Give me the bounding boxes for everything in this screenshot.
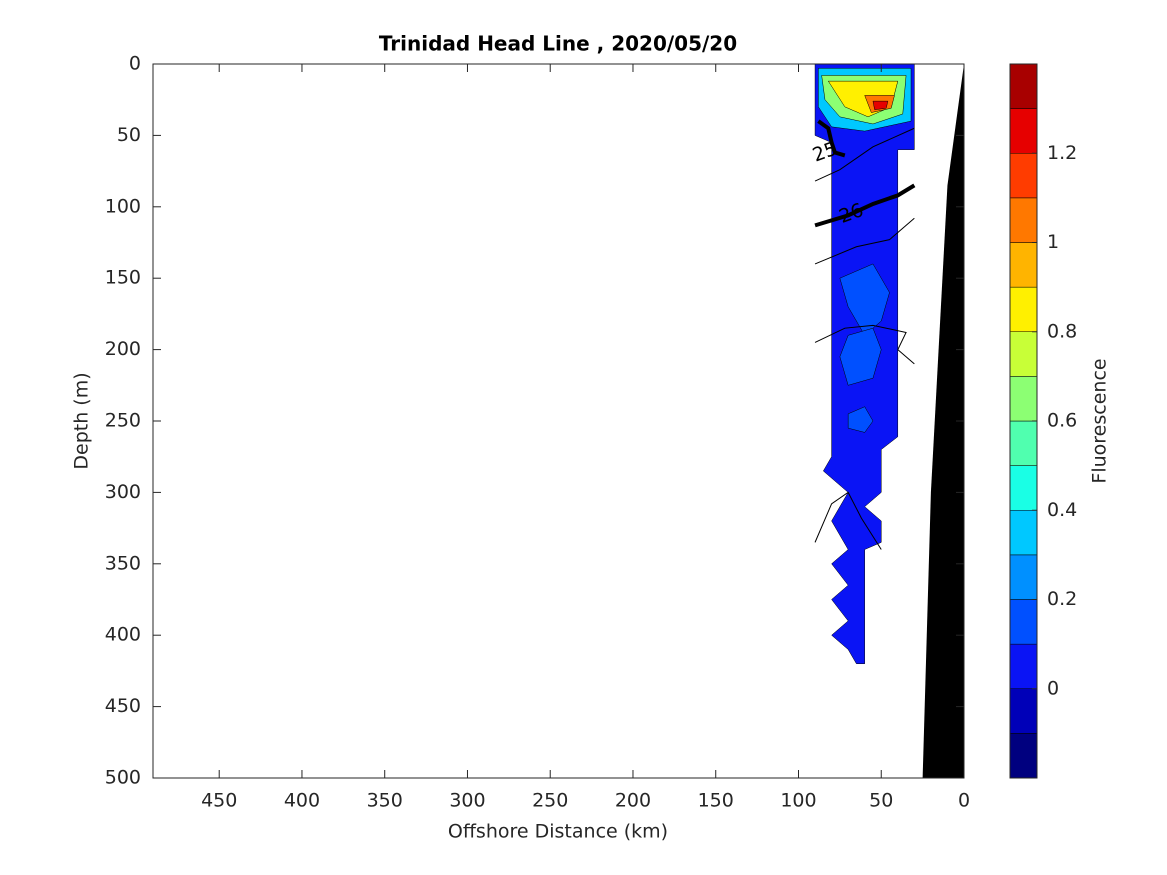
y-tick-label: 50 [117, 124, 141, 146]
y-tick-label: 0 [129, 53, 141, 75]
y-tick-label: 100 [105, 195, 141, 217]
colorbar-band [1009, 420, 1038, 466]
y-tick-label: 350 [105, 552, 141, 574]
x-tick-label: 150 [698, 790, 734, 812]
colorbar-band [1009, 242, 1038, 288]
colorbar-band [1009, 465, 1038, 511]
y-axis-label: Depth (m) [71, 372, 93, 469]
colorbar-tick-label: 0 [1047, 677, 1059, 699]
colorbar-tick-label: 1 [1047, 231, 1059, 253]
colorbar-tick-label: 1.2 [1047, 142, 1077, 164]
bathymetry [922, 64, 964, 778]
colorbar-band [1009, 733, 1038, 779]
contour-region [839, 263, 890, 336]
colorbar-band [1009, 286, 1038, 332]
colorbar-band [1009, 688, 1038, 734]
isopycnal [814, 491, 882, 550]
colorbar-band [1009, 554, 1038, 600]
colorbar-band [1009, 643, 1038, 689]
colorbar-band [1009, 331, 1038, 377]
isopycnal [814, 324, 915, 365]
colorbar-label: Fluorescence [1089, 358, 1111, 483]
colorbar-tick-label: 0.4 [1047, 499, 1077, 521]
y-tick-label: 300 [105, 481, 141, 503]
x-tick-label: 300 [449, 790, 485, 812]
colorbar-tick-label: 0.8 [1047, 320, 1077, 342]
y-tick-label: 250 [105, 410, 141, 432]
isopycnal [814, 127, 915, 182]
y-tick-label: 400 [105, 624, 141, 646]
colorbar-tick-label: 0.6 [1047, 410, 1077, 432]
colorbar-band [1009, 510, 1038, 556]
y-tick-label: 150 [105, 267, 141, 289]
chart-title: Trinidad Head Line , 2020/05/20 [379, 32, 737, 56]
x-tick-label: 50 [869, 790, 893, 812]
x-tick-label: 400 [284, 790, 320, 812]
isopycnal [814, 183, 916, 228]
colorbar-band [1009, 108, 1038, 154]
contour-region [872, 100, 889, 110]
y-tick-label: 500 [105, 767, 141, 789]
colorbar-band [1009, 153, 1038, 199]
y-tick-label: 200 [105, 338, 141, 360]
x-tick-label: 350 [367, 790, 403, 812]
x-axis-label: Offshore Distance (km) [448, 821, 668, 843]
contour-region [839, 327, 882, 386]
x-tick-label: 0 [958, 790, 970, 812]
isopycnal [817, 119, 846, 158]
x-tick-label: 450 [201, 790, 237, 812]
colorbar-band [1009, 197, 1038, 243]
x-tick-label: 200 [615, 790, 651, 812]
colorbar-tick-label: 0.2 [1047, 588, 1077, 610]
colorbar-band [1009, 599, 1038, 645]
isopycnal [814, 217, 915, 265]
colorbar-band [1009, 376, 1038, 422]
colorbar-band [1009, 63, 1038, 109]
y-tick-label: 450 [105, 695, 141, 717]
x-tick-label: 100 [780, 790, 816, 812]
x-tick-label: 250 [532, 790, 568, 812]
contour-region [847, 406, 874, 433]
